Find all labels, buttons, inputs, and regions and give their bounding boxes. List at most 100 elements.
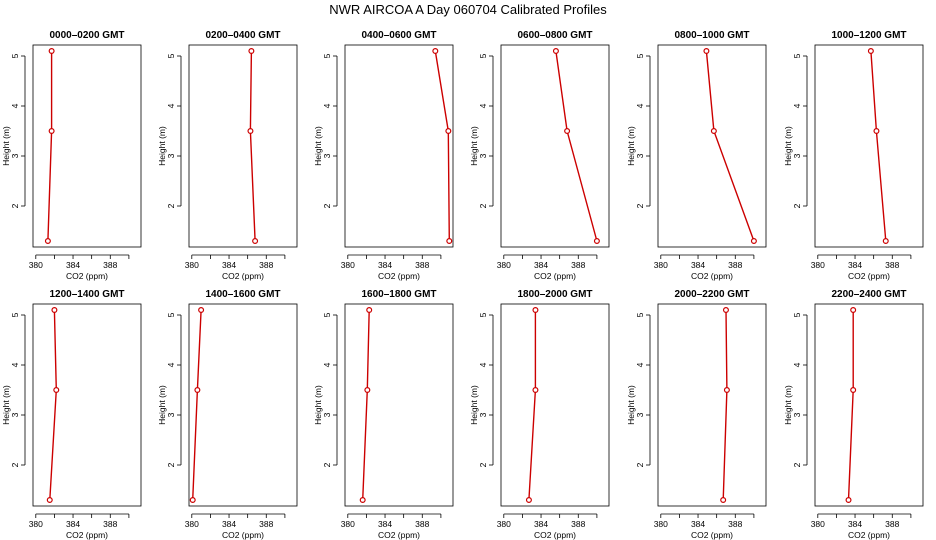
y-axis-label: Height (m) — [783, 385, 793, 425]
plot-frame — [500, 303, 610, 507]
plot-frame — [344, 303, 454, 507]
x-tick-label: 388 — [728, 260, 742, 270]
data-point — [446, 238, 453, 245]
x-tick-label: 388 — [259, 260, 273, 270]
x-tick-label: 388 — [415, 519, 429, 529]
x-tick-label: 384 — [691, 519, 705, 529]
y-tick-label: 5 — [478, 312, 488, 317]
x-tick-label: 380 — [29, 519, 43, 529]
data-point — [366, 307, 373, 314]
x-tick-label: 384 — [848, 260, 862, 270]
y-axis-label: Height (m) — [469, 126, 479, 166]
data-point — [364, 387, 371, 394]
x-tick-label: 388 — [885, 260, 899, 270]
x-axis-label: CO2 (ppm) — [378, 271, 420, 281]
x-tick-label: 384 — [66, 260, 80, 270]
figure-title: NWR AIRCOA A Day 060704 Calibrated Profi… — [329, 2, 607, 17]
data-point — [44, 238, 51, 245]
plot-frame — [32, 303, 142, 507]
x-axis-label: CO2 (ppm) — [691, 530, 733, 540]
x-axis-label: CO2 (ppm) — [534, 271, 576, 281]
y-tick-label: 4 — [792, 362, 802, 367]
panel-title: 0600–0800 GMT — [517, 30, 592, 41]
x-axis-label: CO2 (ppm) — [848, 530, 890, 540]
data-point — [867, 47, 874, 54]
data-point — [873, 128, 880, 135]
profile-line — [434, 50, 450, 242]
x-tick-label: 380 — [341, 260, 355, 270]
plot-frame — [32, 44, 142, 248]
y-tick-label: 5 — [792, 53, 802, 58]
x-tick-label: 380 — [341, 519, 355, 529]
x-tick-label: 388 — [415, 260, 429, 270]
data-point — [532, 387, 539, 394]
y-tick-label: 3 — [322, 153, 332, 158]
panel-title: 0800–1000 GMT — [674, 30, 749, 41]
plot-frame — [814, 44, 924, 248]
data-point — [845, 497, 852, 504]
y-tick-label: 5 — [10, 312, 20, 317]
data-point — [882, 238, 889, 245]
profile-line — [49, 309, 58, 501]
y-tick-label: 5 — [166, 312, 176, 317]
x-tick-label: 388 — [571, 260, 585, 270]
data-point — [445, 128, 452, 135]
y-tick-label: 3 — [792, 412, 802, 417]
y-tick-label: 2 — [792, 462, 802, 467]
panel-title: 1000–1200 GMT — [831, 30, 906, 41]
x-tick-label: 388 — [259, 519, 273, 529]
panel-title: 1200–1400 GMT — [49, 289, 124, 300]
x-axis-label: CO2 (ppm) — [66, 530, 108, 540]
y-tick-label: 5 — [478, 53, 488, 58]
data-point — [359, 497, 366, 504]
x-tick-label: 384 — [222, 519, 236, 529]
data-point — [710, 128, 717, 135]
profile-line — [722, 309, 728, 501]
y-axis-label: Height (m) — [469, 385, 479, 425]
x-axis-label: CO2 (ppm) — [222, 271, 264, 281]
data-point — [53, 387, 60, 394]
x-tick-label: 380 — [29, 260, 43, 270]
y-axis-label: Height (m) — [157, 126, 167, 166]
y-tick-label: 4 — [478, 103, 488, 108]
y-tick-label: 3 — [635, 412, 645, 417]
y-tick-label: 3 — [635, 153, 645, 158]
y-tick-label: 5 — [792, 312, 802, 317]
x-axis-label: CO2 (ppm) — [378, 530, 420, 540]
y-tick-label: 2 — [10, 462, 20, 467]
data-point — [552, 47, 559, 54]
y-tick-label: 4 — [478, 362, 488, 367]
panel-title: 1800–2000 GMT — [517, 289, 592, 300]
data-point — [720, 497, 727, 504]
x-tick-label: 384 — [691, 260, 705, 270]
y-axis-label: Height (m) — [626, 385, 636, 425]
x-tick-label: 388 — [103, 519, 117, 529]
y-tick-label: 4 — [166, 362, 176, 367]
y-tick-label: 3 — [10, 412, 20, 417]
y-tick-label: 4 — [322, 103, 332, 108]
panel-title: 1400–1600 GMT — [205, 289, 280, 300]
profile-line — [555, 50, 598, 242]
y-tick-label: 3 — [478, 153, 488, 158]
x-axis-label: CO2 (ppm) — [848, 271, 890, 281]
y-axis-label: Height (m) — [313, 126, 323, 166]
data-point — [432, 47, 439, 54]
profile-line — [192, 309, 202, 501]
y-axis-label: Height (m) — [313, 385, 323, 425]
x-tick-label: 384 — [378, 519, 392, 529]
y-tick-label: 2 — [10, 203, 20, 208]
x-tick-label: 380 — [811, 260, 825, 270]
x-tick-label: 384 — [534, 260, 548, 270]
data-point — [723, 387, 730, 394]
y-tick-label: 2 — [166, 462, 176, 467]
x-tick-label: 384 — [378, 260, 392, 270]
x-tick-label: 388 — [728, 519, 742, 529]
panel-title: 2000–2200 GMT — [674, 289, 749, 300]
data-point — [198, 307, 205, 314]
